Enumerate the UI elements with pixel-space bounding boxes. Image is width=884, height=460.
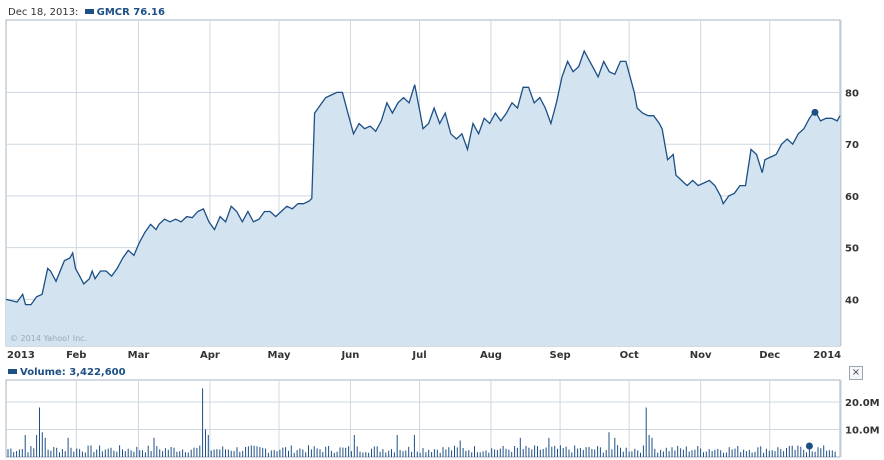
- volume-tick-label: 20.0M: [845, 398, 880, 409]
- price-tick-label: 60: [845, 192, 859, 203]
- header-date: Dec 18, 2013:: [8, 7, 79, 18]
- price-tick-label: 50: [845, 244, 859, 255]
- volume-legend: Volume: 3,422,600: [20, 367, 126, 378]
- volume-hover-dot: [805, 442, 813, 450]
- x-tick-label: Dec: [759, 350, 780, 361]
- x-tick-label: Feb: [66, 350, 86, 361]
- close-volume-button[interactable]: ×: [849, 366, 863, 380]
- volume-tick-label: 10.0M: [845, 426, 880, 437]
- x-tick-label: Mar: [128, 350, 150, 361]
- x-tick-label: Oct: [620, 350, 639, 361]
- price-tick-label: 40: [845, 295, 859, 306]
- watermark: © 2014 Yahoo! Inc.: [10, 334, 87, 343]
- volume-header: Volume: 3,422,600: [8, 367, 126, 378]
- volume-plot-frame: [5, 379, 841, 458]
- x-tick-label: Apr: [200, 350, 220, 361]
- ticker-legend: GMCR 76.16: [96, 7, 165, 18]
- legend-swatch: [84, 9, 94, 14]
- x-tick-label: 2014: [813, 350, 841, 361]
- volume-legend-swatch: [8, 369, 17, 374]
- price-hover-dot: [811, 108, 819, 116]
- x-tick-label: Sep: [550, 350, 571, 361]
- x-tick-label: 2013: [7, 350, 35, 361]
- x-tick-label: Jun: [340, 350, 359, 361]
- x-tick-label: Aug: [480, 350, 502, 361]
- price-tick-label: 70: [845, 140, 859, 151]
- x-tick-label: May: [268, 350, 291, 361]
- x-tick-label: Jul: [411, 350, 426, 361]
- x-tick-label: Nov: [690, 350, 712, 361]
- price-header: Dec 18, 2013: GMCR 76.16: [8, 7, 165, 18]
- price-area: [6, 51, 840, 346]
- price-line: [5, 49, 841, 306]
- price-tick-label: 80: [845, 88, 859, 99]
